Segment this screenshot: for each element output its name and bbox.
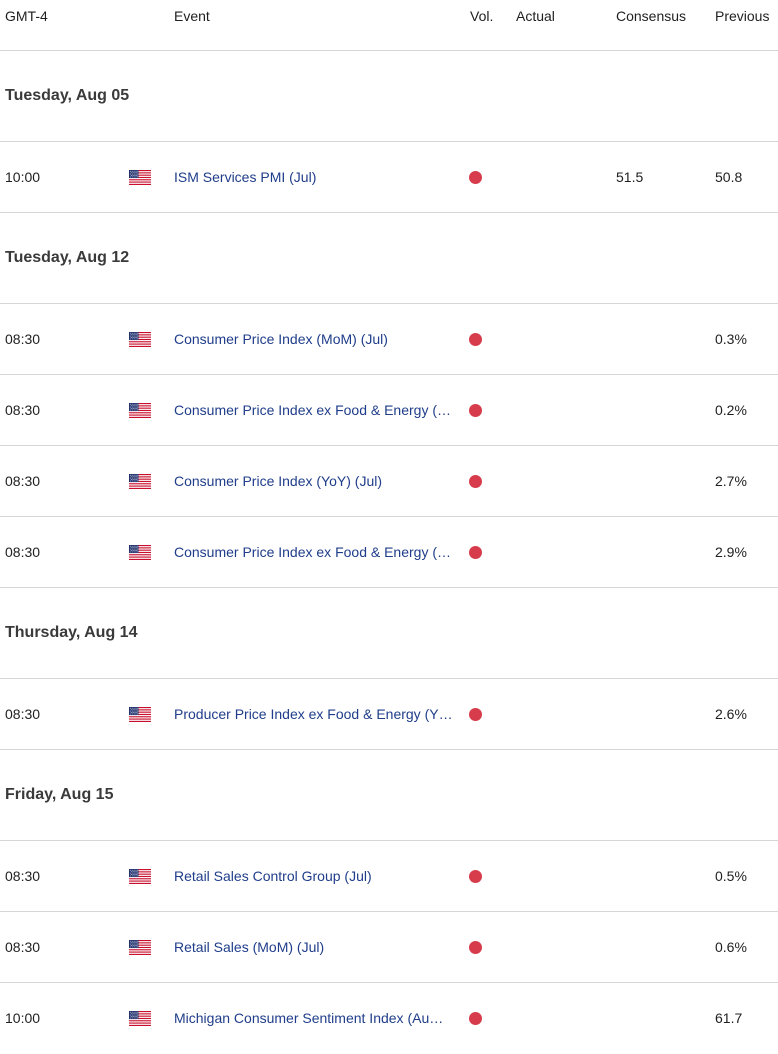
- high-volatility-icon: [469, 404, 482, 417]
- event-name-link[interactable]: ISM Services PMI (Jul): [174, 169, 317, 185]
- us-flag-icon: [129, 170, 151, 185]
- day-label: Tuesday, Aug 05: [5, 87, 130, 104]
- event-row[interactable]: 08:30 Consumer Price Index ex Food & Ene…: [0, 517, 778, 588]
- event-time: 08:30: [5, 331, 41, 347]
- calendar-header: GMT-4 Event Vol. Actual Consensus Previo…: [0, 0, 778, 51]
- day-group-header: Tuesday, Aug 12: [0, 213, 778, 304]
- actual-column-header: Actual: [516, 8, 555, 24]
- us-flag-icon: [129, 707, 151, 722]
- event-row[interactable]: 08:30 Retail Sales (MoM) (Jul) 0.6%: [0, 912, 778, 983]
- us-flag-icon: [129, 940, 151, 955]
- event-name-link[interactable]: Consumer Price Index ex Food & Energy (…: [174, 544, 452, 560]
- day-group-header: Tuesday, Aug 05: [0, 51, 778, 142]
- high-volatility-icon: [469, 171, 482, 184]
- event-name-link[interactable]: Retail Sales Control Group (Jul): [174, 868, 372, 884]
- event-previous: 0.2%: [715, 402, 747, 418]
- event-time: 08:30: [5, 402, 41, 418]
- us-flag-icon: [129, 403, 151, 418]
- day-group-header: Friday, Aug 15: [0, 750, 778, 841]
- event-name-link[interactable]: Michigan Consumer Sentiment Index (Au…: [174, 1010, 444, 1026]
- previous-column-header: Previous: [715, 8, 770, 24]
- event-name-link[interactable]: Producer Price Index ex Food & Energy (Y…: [174, 706, 453, 722]
- event-name-link[interactable]: Consumer Price Index (YoY) (Jul): [174, 473, 383, 489]
- event-previous: 2.7%: [715, 473, 747, 489]
- event-time: 08:30: [5, 939, 41, 955]
- day-label: Thursday, Aug 14: [5, 624, 138, 641]
- event-previous: 61.7: [715, 1010, 743, 1026]
- event-time: 08:30: [5, 473, 41, 489]
- event-previous: 0.6%: [715, 939, 747, 955]
- event-row[interactable]: 08:30 Consumer Price Index (YoY) (Jul) 2…: [0, 446, 778, 517]
- event-name-link[interactable]: Consumer Price Index ex Food & Energy (…: [174, 402, 452, 418]
- event-column-header: Event: [174, 8, 210, 24]
- event-time: 10:00: [5, 169, 41, 185]
- event-previous: 2.9%: [715, 544, 747, 560]
- event-row[interactable]: 08:30 Consumer Price Index (MoM) (Jul) 0…: [0, 304, 778, 375]
- high-volatility-icon: [469, 333, 482, 346]
- high-volatility-icon: [469, 475, 482, 488]
- event-previous: 0.3%: [715, 331, 747, 347]
- high-volatility-icon: [469, 870, 482, 883]
- day-label: Tuesday, Aug 12: [5, 249, 130, 266]
- high-volatility-icon: [469, 1012, 482, 1025]
- high-volatility-icon: [469, 941, 482, 954]
- event-consensus: 51.5: [616, 169, 644, 185]
- event-time: 10:00: [5, 1010, 41, 1026]
- event-previous: 0.5%: [715, 868, 747, 884]
- day-group-header: Thursday, Aug 14: [0, 588, 778, 679]
- event-row[interactable]: 08:30 Retail Sales Control Group (Jul) 0…: [0, 841, 778, 912]
- event-row[interactable]: 10:00 Michigan Consumer Sentiment Index …: [0, 983, 778, 1054]
- us-flag-icon: [129, 474, 151, 489]
- event-time: 08:30: [5, 544, 41, 560]
- consensus-column-header: Consensus: [616, 8, 687, 24]
- us-flag-icon: [129, 1011, 151, 1026]
- us-flag-icon: [129, 332, 151, 347]
- event-row[interactable]: 08:30 Producer Price Index ex Food & Ene…: [0, 679, 778, 750]
- volatility-column-header: Vol.: [470, 8, 494, 24]
- event-time: 08:30: [5, 706, 41, 722]
- event-previous: 2.6%: [715, 706, 747, 722]
- us-flag-icon: [129, 545, 151, 560]
- event-name-link[interactable]: Retail Sales (MoM) (Jul): [174, 939, 325, 955]
- us-flag-icon: [129, 869, 151, 884]
- event-time: 08:30: [5, 868, 41, 884]
- high-volatility-icon: [469, 708, 482, 721]
- event-row[interactable]: 10:00 ISM Services PMI (Jul) 51.5 50.8: [0, 142, 778, 213]
- timezone-header[interactable]: GMT-4: [5, 8, 48, 24]
- event-previous: 50.8: [715, 169, 743, 185]
- day-label: Friday, Aug 15: [5, 786, 114, 803]
- high-volatility-icon: [469, 546, 482, 559]
- event-name-link[interactable]: Consumer Price Index (MoM) (Jul): [174, 331, 388, 347]
- event-row[interactable]: 08:30 Consumer Price Index ex Food & Ene…: [0, 375, 778, 446]
